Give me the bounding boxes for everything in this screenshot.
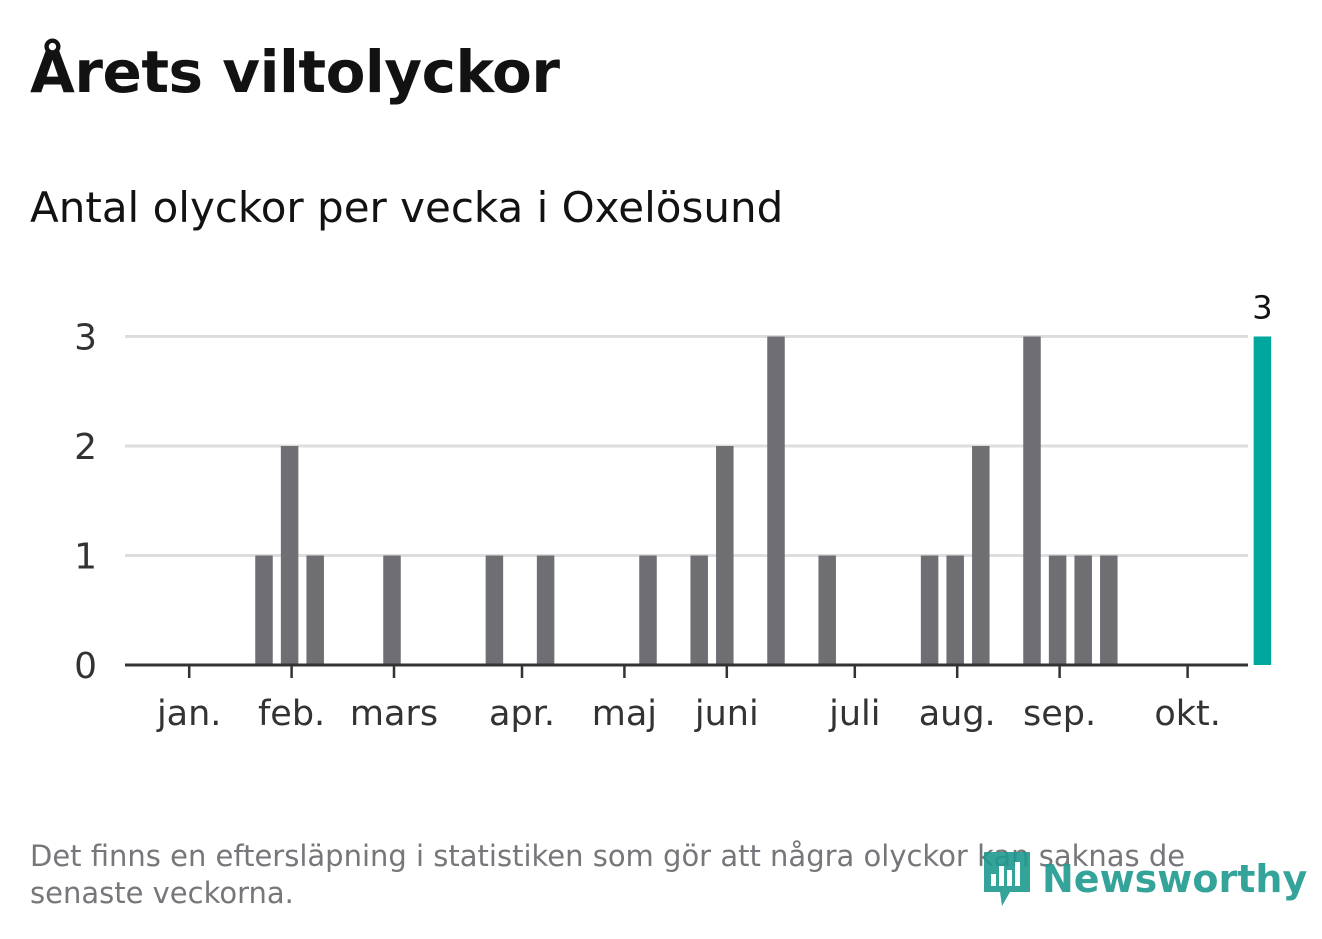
bar (639, 555, 657, 665)
newsworthy-logo: Newsworthy (980, 848, 1307, 910)
x-tick-label: jan. (156, 694, 221, 734)
y-tick-label: 3 (74, 318, 97, 359)
x-tick-label: sep. (1023, 694, 1096, 734)
bar (972, 446, 990, 665)
bar-highlight (1253, 336, 1272, 665)
bar (255, 555, 273, 665)
x-tick-label: apr. (489, 694, 555, 734)
chart-subtitle: Antal olyckor per vecka i Oxelösund (30, 183, 784, 232)
bar (716, 446, 734, 665)
y-tick-label: 0 (74, 646, 97, 687)
newsworthy-chat-chart-icon (984, 852, 1030, 906)
x-tick-label: juni (694, 694, 759, 734)
bar (1100, 555, 1118, 665)
bar (1048, 555, 1067, 665)
bar-chart: 0 1 2 3 3 jan. feb. mars apr. maj juni juli aug. sep.… (74, 289, 1272, 735)
bar (920, 555, 939, 665)
x-tick-label: juli (828, 694, 880, 734)
x-tick-label: aug. (919, 694, 996, 734)
brand-name: Newsworthy (1042, 857, 1308, 901)
x-tick-label: feb. (258, 694, 325, 734)
bar (383, 555, 401, 665)
x-tick-label: maj (592, 694, 657, 734)
bar (690, 555, 708, 665)
chart-title: Årets viltolyckor (30, 38, 560, 106)
bar (280, 446, 299, 665)
bar (767, 336, 785, 665)
bar (485, 555, 504, 665)
y-tick-label: 1 (74, 537, 97, 578)
x-tick-label: okt. (1154, 694, 1221, 734)
x-tick-label: mars (350, 694, 438, 734)
bar (536, 555, 555, 665)
y-tick-label: 2 (74, 427, 97, 468)
bar (946, 555, 964, 665)
bar (1074, 555, 1092, 665)
data-label: 3 (1252, 289, 1272, 327)
bar (306, 555, 324, 665)
bar (818, 555, 836, 665)
bar (1023, 336, 1041, 665)
